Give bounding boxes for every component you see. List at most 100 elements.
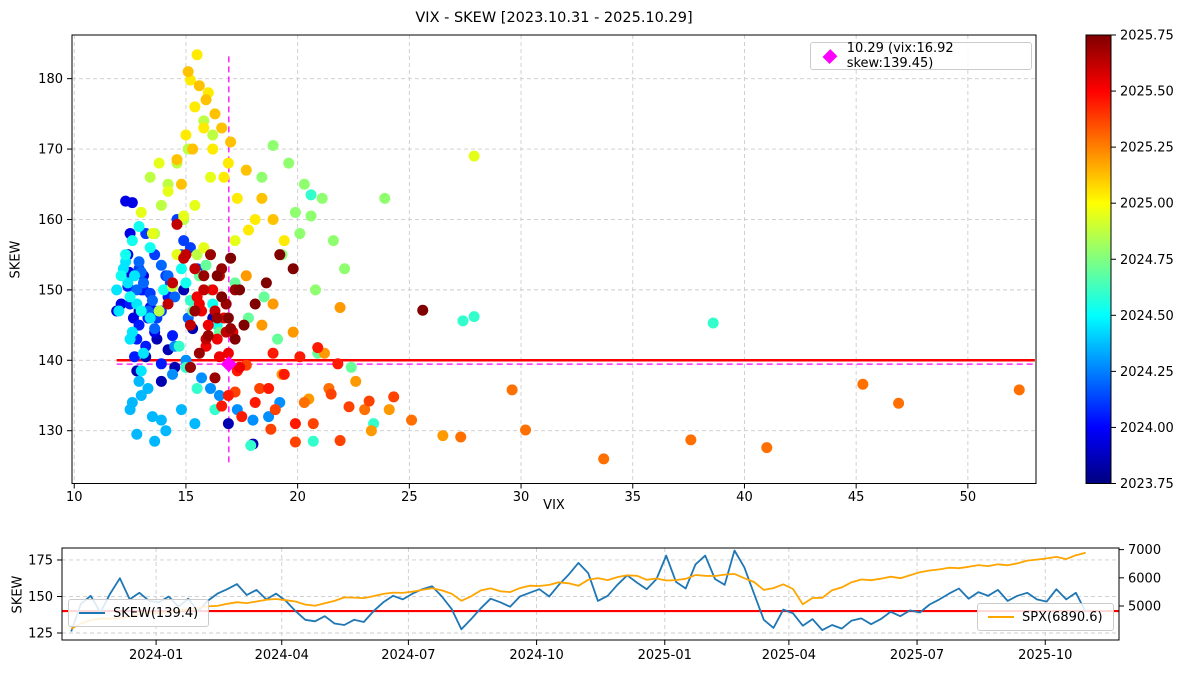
scatter-point [379,192,391,204]
scatter-point [137,277,149,289]
scatter-point [761,442,773,454]
scatter-point [191,49,203,61]
scatter-point [167,277,179,289]
scatter-point [135,389,147,401]
scatter-point [245,439,257,451]
tick-label: 130 [38,424,63,439]
scatter-point [298,178,310,190]
scatter-point [175,178,187,190]
scatter-point [205,171,217,183]
scatter-point [189,101,201,113]
scatter-point [200,259,212,271]
scatter-point [272,333,284,345]
scatter-point [325,388,337,400]
spx-line-icon [988,616,1014,618]
legend-spx: SPX(6890.6) [977,603,1114,631]
scatter-point [267,140,279,152]
scatter-point [339,263,351,275]
bottom-spine [61,547,1120,641]
scatter-point [162,185,174,197]
scatter-point [260,277,272,289]
scatter-point [209,108,221,120]
scatter-point [202,330,214,342]
scatter-point [383,404,395,416]
scatter-point [222,347,234,359]
scatter-point [234,284,246,296]
scatter-point [184,361,196,373]
scatter-point [305,210,317,222]
y-axis-label-bottom: SKEW [10,575,26,614]
tick-label: 25 [401,490,418,505]
scatter-point [191,382,203,394]
scatter-point [267,347,279,359]
scatter-point [113,305,125,317]
scatter-point [267,213,279,225]
scatter-point [187,143,199,155]
scatter-point [211,270,223,282]
scatter-point [144,312,156,324]
colorbar-tick-label: 2025.75 [1120,29,1174,44]
scatter-point [196,372,208,384]
scatter-point [343,401,355,413]
scatter-point [263,382,275,394]
scatter-point [685,434,697,446]
scatter-point [345,361,357,373]
colorbar-tick-label: 2025.25 [1120,141,1174,156]
scatter-point [135,206,147,218]
scatter-point [388,391,400,403]
scatter-point [209,372,221,384]
scatter-point [437,430,449,442]
scatter-point [137,347,149,359]
scatter-point [124,291,136,303]
scatter-points [111,49,1025,465]
scatter-point [184,74,196,86]
scatter-point [222,418,234,430]
scatter-point [122,277,134,289]
scatter-point [231,192,243,204]
scatter-point [249,213,261,225]
scatter-point [240,270,252,282]
scatter-point [256,192,268,204]
scatter-point [222,389,234,401]
scatter-point [213,389,225,401]
tick-label: 170 [38,143,63,158]
scatter-point [269,404,281,416]
scatter-point [289,436,301,448]
scatter-point [222,312,234,324]
spx-line [70,551,1086,630]
scatter-point [180,129,192,141]
scatter-point [149,435,161,447]
tick-label: 6000 [1128,571,1161,586]
colorbar [1086,35,1111,484]
scatter-point [287,326,299,338]
grid-bottom [62,548,1119,640]
scatter-point [225,323,237,335]
scatter-point [133,221,145,233]
scatter-point [216,122,228,134]
colorbar-tick-label: 2024.50 [1120,309,1174,324]
tick-label: 180 [38,72,63,87]
tick-label: 30 [513,490,530,505]
scatter-point [171,154,183,166]
scatter-point [263,411,275,423]
scatter-point [289,418,301,430]
scatter-point [468,311,480,323]
x-axis-label: VIX [543,498,565,513]
scatter-point [193,80,205,92]
scatter-point [189,263,201,275]
scatter-point [229,235,241,247]
scatter-point [274,249,286,261]
scatter-point [146,294,158,306]
scatter-point [205,249,217,261]
scatter-point [178,252,190,264]
scatter-point [249,298,261,310]
scatter-point [216,291,228,303]
scatter-point [155,375,167,387]
scatter-point [258,291,270,303]
scatter-point [142,382,154,394]
scatter-point [155,358,167,370]
tick-label: 2025-07 [890,648,944,663]
scatter-point [155,199,167,211]
